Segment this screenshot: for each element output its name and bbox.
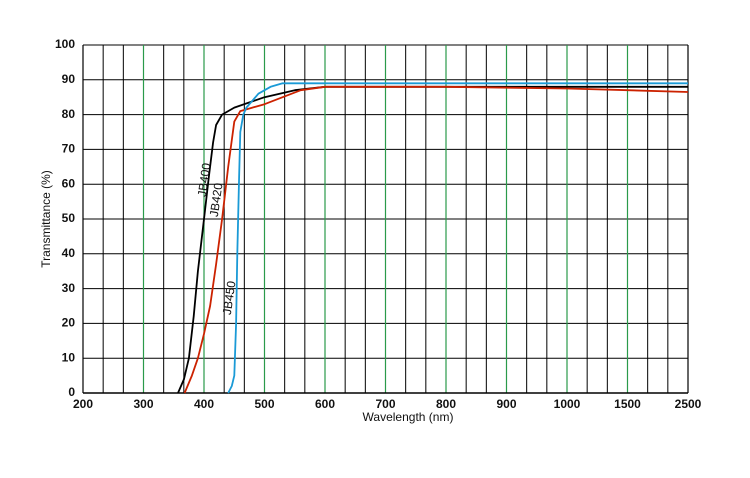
y-tick-label: 80 [62,107,76,121]
y-tick-label: 0 [68,385,75,399]
y-tick-label: 50 [62,211,76,225]
x-tick-label: 2500 [675,397,702,411]
series-label: JB450 [220,280,239,316]
series-line [227,82,688,394]
y-tick-label: 40 [62,246,76,260]
y-axis-label: Transmittance (%) [39,170,53,268]
series-label: JB400 [195,162,214,198]
x-tick-label: 500 [254,397,274,411]
y-tick-label: 10 [62,350,76,364]
y-tick-label: 30 [62,281,76,295]
series-line [183,85,689,394]
y-tick-label: 90 [62,72,76,86]
x-tick-label: 1500 [614,397,641,411]
series-line [177,85,688,394]
x-tick-label: 700 [375,397,395,411]
x-tick-label: 800 [436,397,456,411]
series-label: JB420 [207,182,226,218]
x-tick-label: 300 [133,397,153,411]
y-tick-label: 100 [55,37,75,51]
y-tick-label: 20 [62,316,76,330]
y-tick-label: 70 [62,142,76,156]
x-axis-label: Wavelength (nm) [363,410,454,424]
x-tick-label: 600 [315,397,335,411]
x-tick-label: 1000 [554,397,581,411]
y-tick-label: 60 [62,176,76,190]
x-tick-label: 200 [73,397,93,411]
x-tick-label: 400 [194,397,214,411]
x-tick-label: 900 [496,397,516,411]
